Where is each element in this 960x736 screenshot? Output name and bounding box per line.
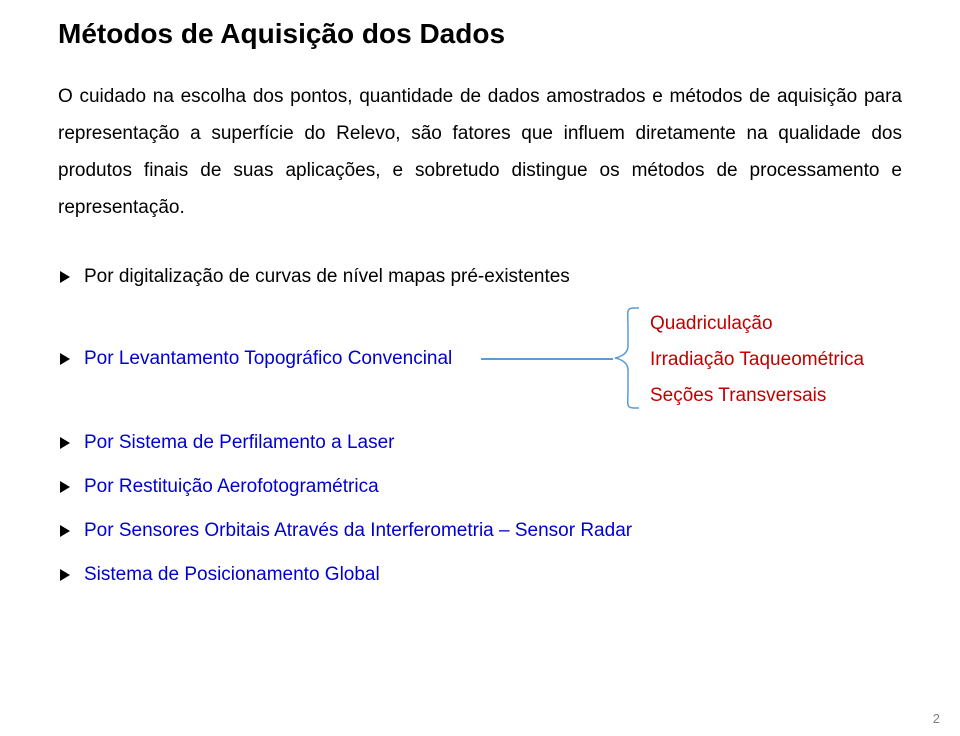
page-title: Métodos de Aquisição dos Dados [58, 18, 902, 50]
option-quadriculacao: Quadriculação [650, 306, 864, 342]
page-number: 2 [933, 711, 940, 726]
chevron-right-icon [58, 351, 74, 367]
chevron-right-icon [58, 523, 74, 539]
intro-paragraph: O cuidado na escolha dos pontos, quantid… [58, 78, 902, 226]
curly-bracket-icon [613, 304, 639, 412]
bullet-text: Sistema de Posicionamento Global [84, 564, 380, 586]
chevron-right-icon [58, 479, 74, 495]
bullet-text: Por digitalização de curvas de nível map… [84, 266, 570, 288]
connector-line [481, 358, 613, 360]
bullet-bracket-block: Por Levantamento Topográfico Convencinal… [58, 310, 902, 410]
option-irradiacao: Irradiação Taqueométrica [650, 342, 864, 378]
bullet-text: Por Restituição Aerofotogramétrica [84, 476, 379, 498]
bullet-item-1: Por digitalização de curvas de nível map… [58, 266, 902, 288]
bullet-text: Por Sensores Orbitais Através da Interfe… [84, 520, 632, 542]
bullet-item-4: Por Restituição Aerofotogramétrica [58, 476, 902, 498]
chevron-right-icon [58, 567, 74, 583]
bracket-options: Quadriculação Irradiação Taqueométrica S… [650, 306, 864, 414]
bullet-item-3: Por Sistema de Perfilamento a Laser [58, 432, 902, 454]
chevron-right-icon [58, 269, 74, 285]
bullet-text: Por Sistema de Perfilamento a Laser [84, 432, 395, 454]
bullet-item-5: Por Sensores Orbitais Através da Interfe… [58, 520, 902, 542]
bullet-item-6: Sistema de Posicionamento Global [58, 564, 902, 586]
option-secoes: Seções Transversais [650, 378, 864, 414]
bullet-text: Por Levantamento Topográfico Convencinal [84, 348, 452, 370]
chevron-right-icon [58, 435, 74, 451]
